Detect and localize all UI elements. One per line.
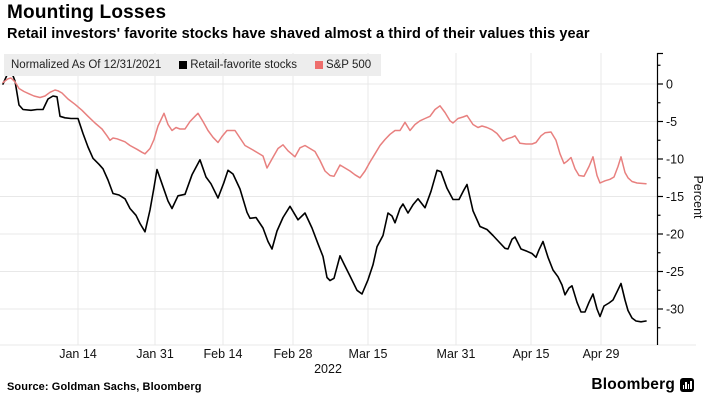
y-axis-title: Percent <box>691 175 704 219</box>
x-axis-tick-label: Mar 15 <box>349 347 388 361</box>
x-axis-tick-label: Jan 14 <box>59 347 97 361</box>
bloomberg-logo-icon <box>680 378 694 392</box>
chart-title: Mounting Losses <box>7 2 167 23</box>
x-axis-tick-label: Feb 28 <box>274 347 313 361</box>
y-axis-tick-label: -10 <box>666 153 684 167</box>
legend-note: Normalized As Of 12/31/2021 <box>11 59 162 71</box>
x-axis-year-label: 2022 <box>314 362 342 376</box>
y-axis-tick-label: -25 <box>666 265 684 279</box>
source-attribution: Source: Goldman Sachs, Bloomberg <box>7 381 202 393</box>
bloomberg-wordmark: Bloomberg <box>591 376 675 393</box>
x-axis-tick-label: Apr 29 <box>583 347 620 361</box>
x-axis-tick-label: Jan 31 <box>136 347 174 361</box>
chart-legend: Normalized As Of 12/31/2021 Retail-favor… <box>4 54 382 76</box>
y-axis-tick-label: -20 <box>666 228 684 242</box>
y-axis-tick-label: -30 <box>666 303 684 317</box>
x-axis-tick-label: Apr 15 <box>513 347 550 361</box>
legend-item-retail: Retail-favorite stocks <box>179 59 297 71</box>
y-axis-tick-label: -5 <box>666 115 677 129</box>
legend-item-label: Retail-favorite stocks <box>190 59 297 71</box>
y-axis-tick-label: -15 <box>666 190 684 204</box>
sp500-series-swatch-icon <box>314 61 323 69</box>
legend-item-label: S&P 500 <box>325 59 372 71</box>
retail-series-swatch-icon <box>179 61 188 69</box>
sp500-line-series <box>2 77 647 185</box>
chart-subtitle: Retail investors' favorite stocks have s… <box>7 26 590 42</box>
legend-item-sp500: S&P 500 <box>314 59 372 71</box>
x-axis-tick-label: Feb 14 <box>204 347 243 361</box>
bloomberg-brand: Bloomberg <box>591 376 694 394</box>
retail-stocks-line-series <box>2 69 647 323</box>
x-axis-tick-label: Mar 31 <box>437 347 476 361</box>
y-axis-tick-label: 0 <box>666 78 673 92</box>
